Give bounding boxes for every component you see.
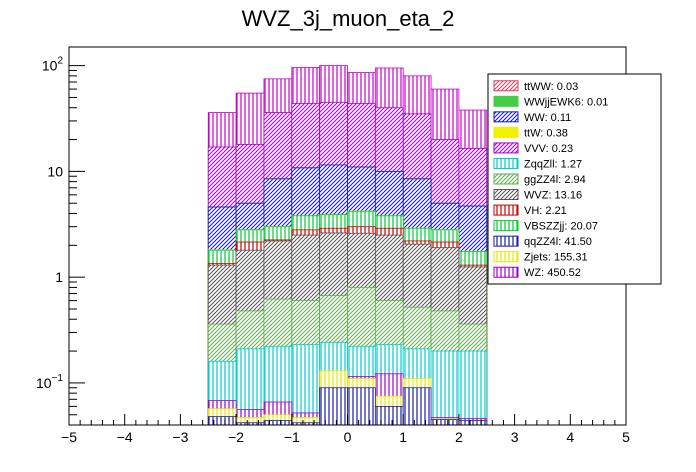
x-tick-label: −2 (228, 429, 244, 445)
bar-ZqqZll-bin-3 (291, 344, 321, 426)
y-tick-label: 102 (42, 56, 64, 74)
x-tick-label: −3 (172, 429, 188, 445)
x-tick-label: 3 (511, 429, 519, 445)
legend-label: WWjjEWK6: 0.01 (524, 96, 608, 108)
legend-swatch (493, 80, 519, 92)
legend-label: WW: 0.11 (524, 112, 571, 124)
legend-label: WVZ: 13.16 (524, 190, 582, 202)
legend-swatch (493, 251, 519, 263)
bar-ZqqZll-bin-8 (430, 350, 460, 426)
x-axis: −5 −4 −3 −2 −1 0 1 2 3 4 5 (61, 414, 630, 445)
legend-swatch (493, 220, 519, 232)
bar-qqZZ4l-bin-5 (347, 387, 376, 426)
chart-title: WVZ_3j_muon_eta_2 (242, 6, 455, 31)
legend-swatch (493, 204, 519, 216)
legend-label: VH: 2.21 (524, 205, 567, 217)
y-tick-label: 10−1 (36, 373, 63, 391)
bars-layer (207, 65, 488, 426)
legend-swatch (493, 142, 519, 154)
x-tick-label: 2 (455, 429, 463, 445)
x-tick-label: −5 (61, 429, 77, 445)
y-axis: 10−1 1 10 102 (36, 56, 85, 426)
x-tick-label: 1 (399, 429, 407, 445)
legend-swatch (493, 95, 519, 107)
legend-swatch (493, 173, 519, 185)
bar-qqZZ4l-bin-6 (374, 405, 404, 426)
legend-label: VVV: 0.23 (524, 143, 573, 155)
legend-label: VBSZZjj: 20.07 (524, 221, 598, 233)
legend-swatch (493, 111, 519, 123)
legend-swatch (493, 235, 519, 247)
legend-swatch (493, 266, 519, 278)
x-tick-label: −4 (117, 429, 133, 445)
legend-label: WZ: 450.52 (524, 267, 581, 279)
legend-swatch (493, 157, 519, 169)
legend: ttWW: 0.03 WWjjEWK6: 0.01 WW: 0.11 ttW: 0.3… (487, 73, 662, 285)
legend-swatch (493, 189, 519, 201)
legend-label: Zjets: 155.31 (524, 252, 588, 264)
legend-label: ZqqZll: 1.27 (524, 158, 582, 170)
y-tick-label: 1 (55, 269, 63, 285)
legend-swatch (493, 126, 519, 138)
x-tick-label: −1 (284, 429, 300, 445)
bar-ZqqZll-bin-9 (458, 350, 488, 426)
bar-qqZZ4l-bin-0 (207, 416, 237, 426)
x-tick-label: 4 (566, 429, 574, 445)
legend-label: ttW: 0.38 (524, 127, 568, 139)
legend-label: ggZZ4l: 2.94 (524, 174, 586, 186)
bar-qqZZ4l-bin-4 (319, 387, 348, 426)
legend-label: qqZZ4l: 41.50 (524, 236, 592, 248)
bar-qqZZ4l-bin-7 (402, 387, 432, 426)
bar-qqZZ4l-bin-9 (458, 420, 488, 426)
x-tick-label: 0 (344, 429, 352, 445)
x-tick-label: 5 (622, 429, 630, 445)
y-tick-label: 10 (47, 163, 63, 179)
legend-label: ttWW: 0.03 (524, 81, 578, 93)
bar-qqZZ4l-bin-2 (263, 420, 293, 426)
bar-qqZZ4l-bin-8 (430, 419, 460, 426)
